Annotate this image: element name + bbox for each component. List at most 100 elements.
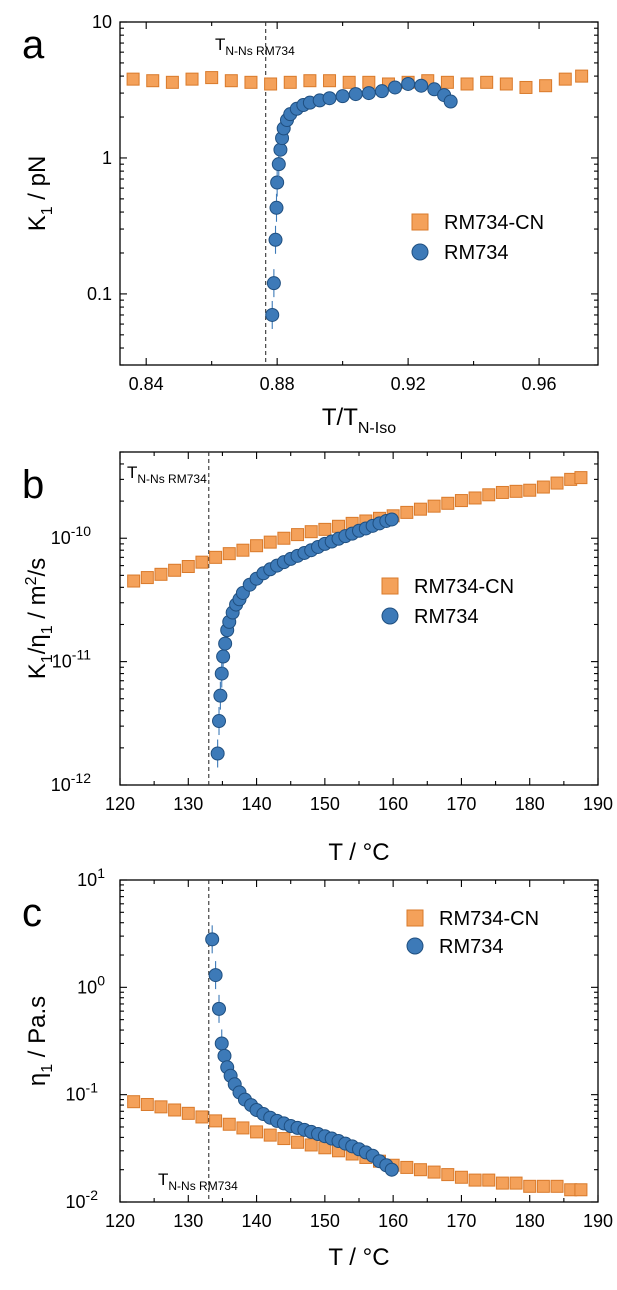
data-point-square — [154, 567, 168, 581]
data-point-circle — [335, 89, 350, 104]
data-point-square — [468, 1173, 482, 1187]
data-point-square — [236, 1121, 250, 1135]
legend-label: RM734 — [414, 606, 478, 628]
x-tick-label: 180 — [515, 794, 545, 814]
y-tick-exponent: 1 — [97, 865, 105, 881]
legend-marker-square — [381, 577, 399, 595]
x-label-main: T / °C — [328, 1244, 389, 1271]
data-point-square — [519, 80, 533, 94]
data-point-circle — [270, 175, 285, 190]
data-point-circle — [218, 636, 233, 651]
plot-frame — [119, 451, 599, 786]
data-point-square — [277, 1132, 291, 1146]
data-point-square — [574, 471, 588, 485]
data-point-circle — [401, 76, 416, 91]
y-tick-exponent: -2 — [86, 1187, 99, 1203]
data-point-square — [539, 79, 553, 93]
data-point-square — [441, 1168, 455, 1182]
y-axis-label: K1 / pN — [24, 156, 56, 232]
data-point-square — [413, 1163, 427, 1177]
legend-marker-circle — [411, 243, 429, 261]
y-label-sub: 1 — [39, 654, 56, 663]
data-point-square — [126, 72, 140, 86]
data-point-square — [140, 1097, 154, 1111]
series-rm734 — [210, 512, 399, 768]
panel-letter: b — [22, 463, 44, 507]
data-point-circle — [388, 80, 403, 95]
y-tick-base: 10 — [51, 775, 71, 795]
data-point-square — [318, 522, 332, 536]
data-point-square — [250, 539, 264, 553]
x-label-main: T/T — [322, 404, 358, 431]
y-tick-label: 10-1 — [66, 1080, 99, 1105]
data-point-square — [482, 488, 496, 502]
x-tick-label: 140 — [242, 794, 272, 814]
data-point-square — [224, 74, 238, 88]
y-tick-exponent: 0 — [97, 972, 105, 988]
y-label-unit: / m — [24, 585, 51, 625]
data-point-square — [209, 1114, 223, 1128]
y-tick-base: 10 — [77, 977, 97, 997]
data-point-square — [523, 1179, 537, 1193]
legend-marker-circle — [381, 607, 399, 625]
data-point-square — [454, 1170, 468, 1184]
transition-label: TN-Ns RM734 — [127, 463, 207, 486]
data-point-circle — [213, 688, 228, 703]
data-point-circle — [214, 1036, 229, 1051]
data-point-circle — [322, 91, 337, 106]
data-point-square — [550, 1179, 564, 1193]
data-point-square — [574, 1183, 588, 1197]
data-point-square — [264, 77, 278, 91]
data-point-square — [154, 1100, 168, 1114]
data-point-square — [454, 494, 468, 508]
data-point-square — [263, 1128, 277, 1142]
y-label-sup: 2 — [23, 576, 40, 585]
legend-marker-square — [411, 213, 429, 231]
data-point-square — [291, 1135, 305, 1149]
data-point-square — [509, 484, 523, 498]
y-tick-label: 10 — [92, 12, 112, 32]
data-point-square — [536, 480, 550, 494]
data-point-square — [427, 1165, 441, 1179]
data-point-circle — [205, 932, 220, 947]
data-point-circle — [348, 87, 363, 102]
y-tick-label: 10-10 — [51, 523, 91, 548]
legend: RM734-CN RM734 — [411, 212, 544, 264]
data-point-square — [244, 75, 258, 89]
data-point-square — [303, 74, 317, 88]
y-label-main: K — [24, 663, 51, 679]
data-point-square — [209, 550, 223, 564]
data-point-circle — [414, 78, 429, 93]
data-point-circle — [217, 1048, 232, 1063]
data-point-square — [558, 72, 572, 86]
y-label-sub2: 1 — [39, 625, 56, 634]
data-point-square — [283, 75, 297, 89]
y-label-unit: / pN — [24, 156, 51, 207]
x-tick-label: 0.84 — [129, 374, 164, 394]
data-point-circle — [384, 512, 399, 527]
data-point-square — [460, 77, 474, 91]
x-tick-label: 120 — [105, 1211, 135, 1231]
data-point-square — [222, 1117, 236, 1131]
x-tick-label: 190 — [583, 1211, 613, 1231]
data-point-square — [277, 531, 291, 545]
transition-label-tag: RM734 — [196, 1179, 238, 1193]
x-tick-label: 170 — [446, 1211, 476, 1231]
y-label-unit: / Pa.s — [24, 996, 51, 1064]
legend-label: RM734 — [439, 936, 503, 958]
data-point-circle — [210, 746, 225, 761]
data-point-square — [413, 502, 427, 516]
transition-label-tag: RM734 — [253, 44, 295, 58]
data-point-square — [127, 574, 141, 588]
data-point-circle — [361, 86, 376, 101]
y-tick-label: 1 — [102, 148, 112, 168]
data-point-square — [440, 75, 454, 89]
data-point-square — [195, 1110, 209, 1124]
y-tick-label: 101 — [77, 865, 105, 890]
x-tick-label: 160 — [378, 794, 408, 814]
x-axis-label: T/TN-Iso — [322, 404, 396, 437]
data-point-circle — [212, 1001, 227, 1016]
y-tick-label: 0.1 — [87, 284, 112, 304]
y-label-main: η — [24, 1073, 51, 1086]
